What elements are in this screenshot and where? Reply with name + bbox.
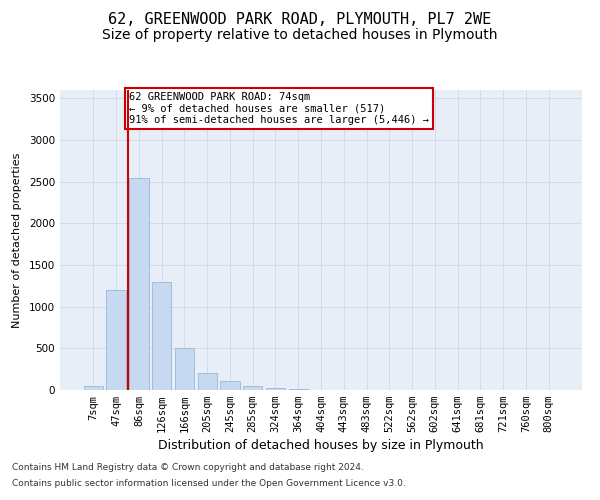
Bar — [106, 290, 126, 390]
Text: 62 GREENWOOD PARK ROAD: 74sqm
← 9% of detached houses are smaller (517)
91% of s: 62 GREENWOOD PARK ROAD: 74sqm ← 9% of de… — [128, 92, 428, 125]
Bar — [289, 389, 308, 390]
Y-axis label: Number of detached properties: Number of detached properties — [12, 152, 22, 328]
Bar — [84, 386, 103, 390]
Bar — [220, 381, 239, 390]
Text: Contains HM Land Registry data © Crown copyright and database right 2024.: Contains HM Land Registry data © Crown c… — [12, 464, 364, 472]
Text: Size of property relative to detached houses in Plymouth: Size of property relative to detached ho… — [102, 28, 498, 42]
Text: Contains public sector information licensed under the Open Government Licence v3: Contains public sector information licen… — [12, 478, 406, 488]
X-axis label: Distribution of detached houses by size in Plymouth: Distribution of detached houses by size … — [158, 440, 484, 452]
Text: 62, GREENWOOD PARK ROAD, PLYMOUTH, PL7 2WE: 62, GREENWOOD PARK ROAD, PLYMOUTH, PL7 2… — [109, 12, 491, 28]
Bar — [243, 386, 262, 390]
Bar — [129, 178, 149, 390]
Bar — [197, 374, 217, 390]
Bar — [152, 282, 172, 390]
Bar — [266, 388, 285, 390]
Bar — [175, 348, 194, 390]
